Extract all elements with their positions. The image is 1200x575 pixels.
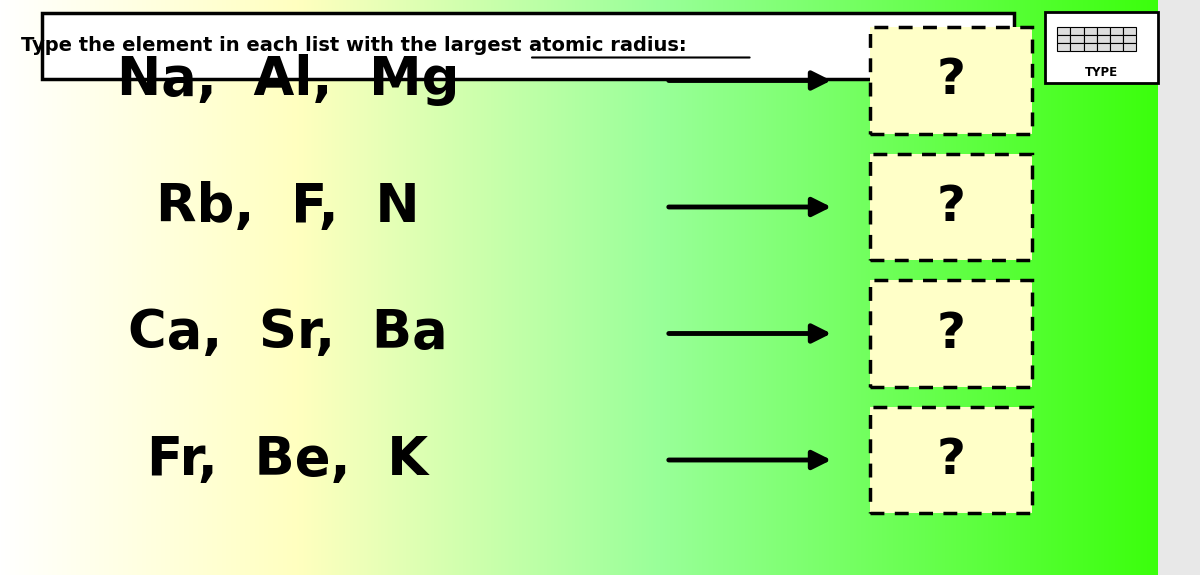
Text: Type the element in each list with the largest: Type the element in each list with the l… (20, 36, 528, 55)
FancyBboxPatch shape (1123, 27, 1136, 35)
Text: Na,  Al,  Mg: Na, Al, Mg (116, 55, 460, 106)
Bar (1158, 0, 1200, 575)
Text: TYPE: TYPE (1085, 66, 1118, 79)
FancyBboxPatch shape (1097, 43, 1110, 51)
Bar (870, 280, 1032, 386)
Text: Ca,  Sr,  Ba: Ca, Sr, Ba (128, 308, 448, 359)
FancyBboxPatch shape (1057, 27, 1070, 35)
FancyBboxPatch shape (1070, 35, 1084, 43)
Bar (870, 280, 1032, 386)
Text: Rb,  F,  N: Rb, F, N (156, 181, 420, 233)
FancyBboxPatch shape (1110, 35, 1123, 43)
Bar (870, 154, 1032, 260)
Text: ?: ? (936, 436, 966, 484)
FancyBboxPatch shape (42, 13, 1014, 79)
Bar (870, 27, 1032, 133)
FancyBboxPatch shape (1084, 27, 1097, 35)
Bar (870, 154, 1032, 260)
FancyBboxPatch shape (1084, 35, 1097, 43)
FancyBboxPatch shape (1057, 43, 1070, 51)
FancyBboxPatch shape (1097, 27, 1110, 35)
Text: ?: ? (936, 56, 966, 105)
FancyBboxPatch shape (1070, 27, 1084, 35)
FancyBboxPatch shape (1123, 35, 1136, 43)
FancyBboxPatch shape (1110, 43, 1123, 51)
Bar (870, 407, 1032, 513)
FancyBboxPatch shape (1057, 35, 1070, 43)
Text: ?: ? (936, 309, 966, 358)
FancyBboxPatch shape (1110, 27, 1123, 35)
Text: Fr,  Be,  K: Fr, Be, K (148, 434, 428, 486)
FancyBboxPatch shape (1070, 43, 1084, 51)
Text: ?: ? (936, 183, 966, 231)
FancyBboxPatch shape (1097, 35, 1110, 43)
FancyBboxPatch shape (1084, 43, 1097, 51)
Text: atomic radius:: atomic radius: (529, 36, 686, 55)
FancyBboxPatch shape (1045, 12, 1158, 83)
Bar (870, 27, 1032, 133)
FancyBboxPatch shape (1123, 43, 1136, 51)
Bar (870, 407, 1032, 513)
